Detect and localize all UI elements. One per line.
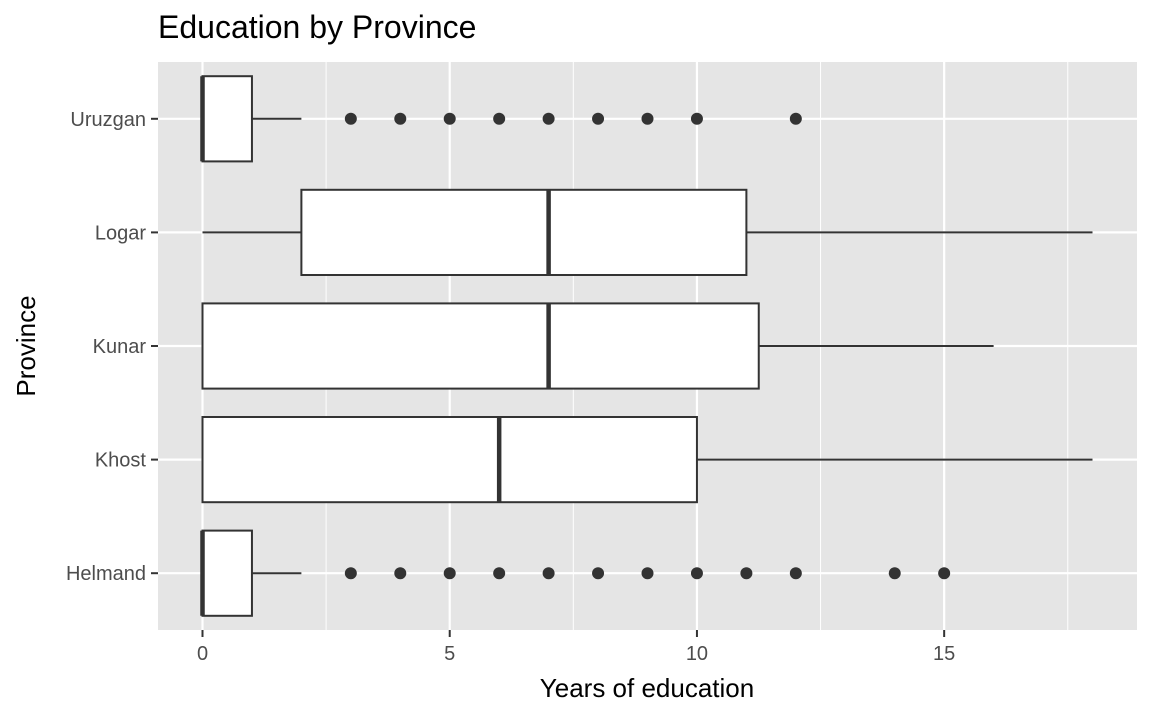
outlier-point	[394, 112, 407, 125]
outlier-point	[592, 112, 605, 125]
box-uruzgan	[200, 75, 802, 163]
x-tick-label: 0	[197, 643, 208, 665]
box-helmand	[200, 529, 951, 617]
y-tick-label: Uruzgan	[70, 109, 146, 131]
box-khost	[201, 416, 1093, 504]
y-tick-label: Kunar	[93, 336, 147, 358]
x-tick-label: 5	[444, 643, 455, 665]
box-iqr	[201, 75, 253, 163]
box-iqr	[201, 416, 698, 504]
outlier-point	[443, 112, 456, 125]
x-tick-label: 15	[933, 643, 955, 665]
y-tick-label: Khost	[95, 450, 147, 472]
outlier-point	[789, 567, 802, 580]
outlier-point	[888, 567, 901, 580]
outlier-point	[443, 567, 456, 580]
outlier-point	[789, 112, 802, 125]
y-tick-label: Logar	[95, 222, 146, 244]
box-logar	[202, 188, 1093, 276]
box-iqr	[201, 529, 253, 617]
outlier-point	[740, 567, 753, 580]
box-kunar	[201, 302, 994, 390]
outlier-point	[542, 112, 555, 125]
outlier-point	[493, 567, 506, 580]
x-axis-title: Years of education	[540, 673, 754, 703]
y-axis-title: Province	[11, 295, 41, 396]
outlier-point	[938, 567, 951, 580]
outlier-point	[493, 112, 506, 125]
outlier-point	[542, 567, 555, 580]
y-tick-label: Helmand	[66, 563, 146, 585]
outlier-point	[641, 567, 654, 580]
outlier-point	[344, 112, 357, 125]
outlier-point	[592, 567, 605, 580]
outlier-point	[690, 112, 703, 125]
x-tick-label: 10	[686, 643, 708, 665]
box-iqr	[300, 188, 748, 276]
boxes-layer	[200, 75, 1093, 617]
outlier-point	[344, 567, 357, 580]
axes-layer: Helmand Khost Kunar Logar Uruzgan 0 5 10 15	[66, 109, 955, 665]
outlier-point	[690, 567, 703, 580]
outlier-point	[394, 567, 407, 580]
outlier-point	[641, 112, 654, 125]
box-iqr	[201, 302, 760, 390]
chart-title: Education by Province	[158, 9, 476, 45]
